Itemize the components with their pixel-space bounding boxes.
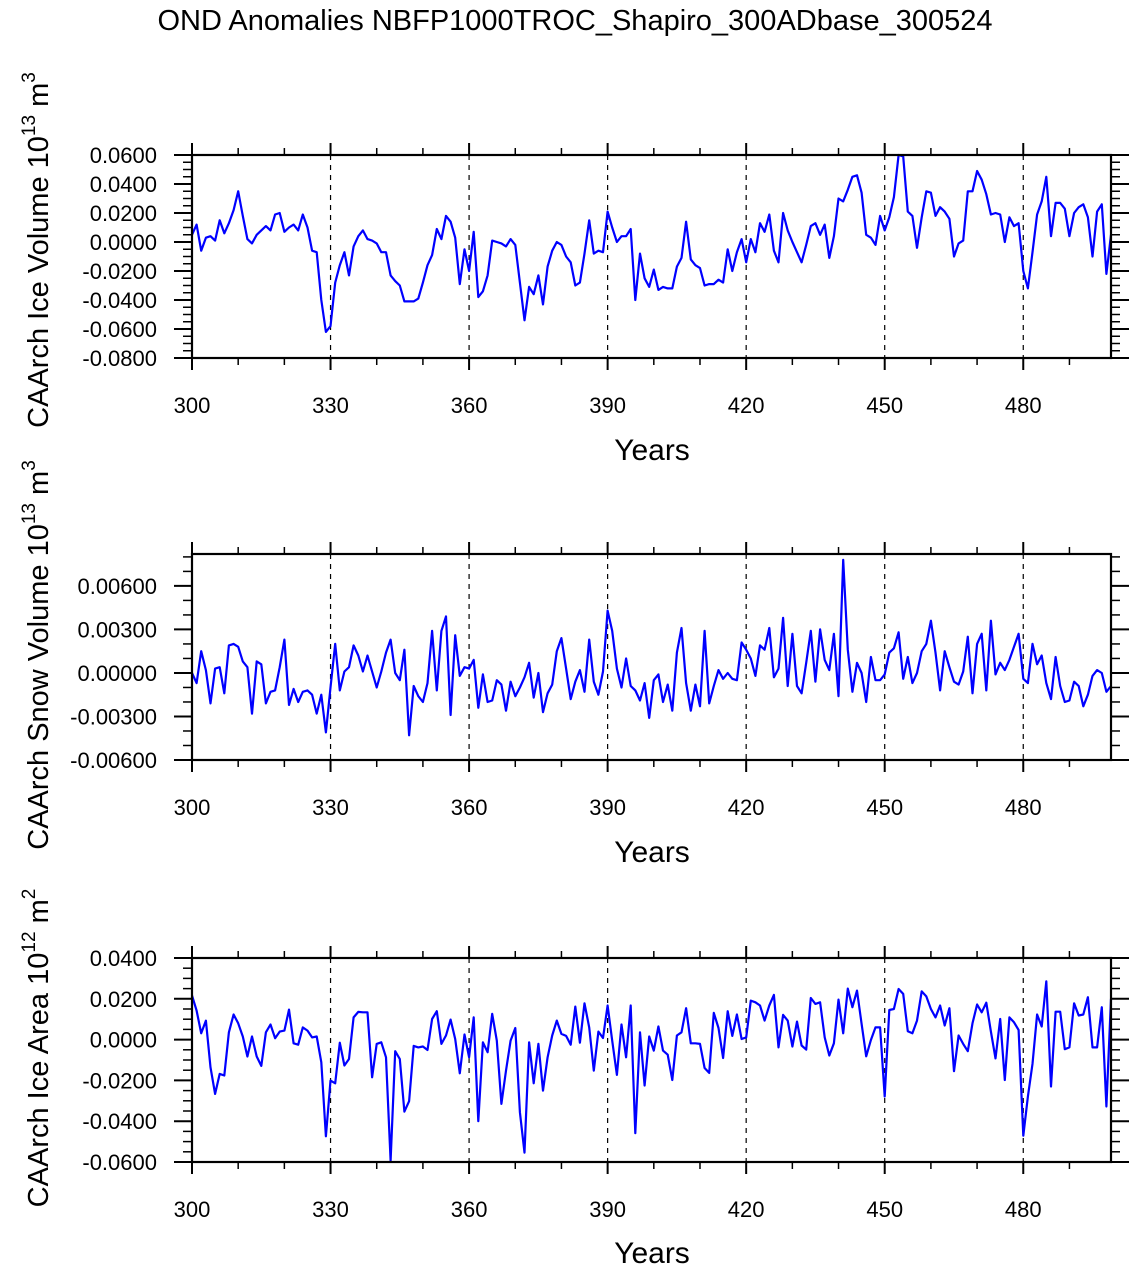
x-tick-label: 450 bbox=[866, 795, 903, 820]
y-tick-label: 0.0200 bbox=[90, 987, 157, 1012]
x-tick-label: 360 bbox=[451, 795, 488, 820]
x-tick-label: 300 bbox=[174, 795, 211, 820]
y-axis-label: CAArch Snow Volume 1013 m3 bbox=[19, 460, 55, 850]
x-axis-label: Years bbox=[614, 434, 690, 467]
y-tick-label: -0.0600 bbox=[82, 1150, 157, 1175]
x-tick-label: 300 bbox=[174, 1197, 211, 1222]
x-tick-label: 480 bbox=[1005, 393, 1042, 418]
y-axis-label-text: CAArch Ice Volume 10 bbox=[23, 136, 55, 428]
y-axis-label-unit-exponent: 2 bbox=[19, 889, 40, 900]
plot-frame bbox=[190, 956, 1113, 1164]
y-tick-label: 0.0600 bbox=[90, 143, 157, 168]
y-tick-label: 0.00000 bbox=[77, 661, 157, 686]
y-tick-label: 0.0000 bbox=[90, 1028, 157, 1053]
y-tick-label: 0.0000 bbox=[90, 230, 157, 255]
y-axis-label-unit-exponent: 3 bbox=[19, 72, 40, 83]
y-axis-label-exponent: 13 bbox=[19, 503, 40, 524]
x-tick-label: 480 bbox=[1005, 1197, 1042, 1222]
x-axis-label: Years bbox=[614, 836, 690, 869]
x-tick-label: 390 bbox=[589, 1197, 626, 1222]
y-tick-label: -0.0200 bbox=[82, 259, 157, 284]
y-axis-label-exponent: 12 bbox=[19, 931, 40, 952]
x-tick-label: 330 bbox=[312, 1197, 349, 1222]
panel-2: 0.00600 0.00300 0.00000 -0.00300 -0.00600 300… bbox=[19, 460, 1129, 869]
x-tick-label: 300 bbox=[174, 393, 211, 418]
x-axis-label: Years bbox=[614, 1237, 690, 1270]
y-axis-label: CAArch Ice Volume 1013 m3 bbox=[19, 72, 55, 428]
x-tick-label: 480 bbox=[1005, 795, 1042, 820]
x-tick-label: 420 bbox=[728, 1197, 765, 1222]
y-axis-label: CAArch Ice Area 1012 m2 bbox=[19, 889, 55, 1208]
x-tick-label: 360 bbox=[451, 1197, 488, 1222]
data-series-line bbox=[190, 980, 1113, 1162]
x-tick-label: 390 bbox=[589, 795, 626, 820]
x-tick-label: 390 bbox=[589, 393, 626, 418]
y-tick-label: -0.0400 bbox=[82, 288, 157, 313]
y-tick-label: -0.00300 bbox=[70, 704, 157, 729]
y-tick-label: -0.0800 bbox=[82, 346, 157, 371]
y-axis-label-text: CAArch Snow Volume 10 bbox=[23, 524, 55, 850]
y-tick-label: -0.0600 bbox=[82, 317, 157, 342]
y-axis-label-unit: m bbox=[23, 899, 55, 931]
chart-title: OND Anomalies NBFP1000TROC_Shapiro_300AD… bbox=[157, 5, 992, 37]
y-axis-label-unit: m bbox=[23, 471, 55, 503]
plot-frame bbox=[190, 552, 1113, 762]
y-tick-label: -0.00600 bbox=[70, 748, 157, 773]
panel-1: 0.0600 0.0400 0.0200 0.0000 -0.0200 -0.0400 -0… bbox=[19, 72, 1129, 467]
y-axis-label-unit-exponent: 3 bbox=[19, 460, 40, 471]
y-tick-label: 0.00300 bbox=[77, 617, 157, 642]
plot-frame bbox=[190, 153, 1113, 360]
x-tick-label: 360 bbox=[451, 393, 488, 418]
data-series-line bbox=[190, 153, 1113, 333]
y-tick-label: -0.0200 bbox=[82, 1068, 157, 1093]
y-tick-label: 0.0200 bbox=[90, 201, 157, 226]
y-axis-label-exponent: 13 bbox=[19, 115, 40, 136]
y-tick-label: -0.0400 bbox=[82, 1109, 157, 1134]
panel-3: 0.0400 0.0200 0.0000 -0.0200 -0.0400 -0.0600 3… bbox=[19, 889, 1129, 1270]
x-tick-label: 450 bbox=[866, 393, 903, 418]
y-tick-label: 0.0400 bbox=[90, 172, 157, 197]
y-axis-label-unit: m bbox=[23, 83, 55, 115]
y-tick-label: 0.0400 bbox=[90, 946, 157, 971]
data-series-line bbox=[190, 558, 1112, 737]
x-tick-label: 330 bbox=[312, 795, 349, 820]
x-tick-label: 330 bbox=[312, 393, 349, 418]
y-tick-label: 0.00600 bbox=[77, 574, 157, 599]
x-tick-label: 420 bbox=[728, 393, 765, 418]
y-axis-label-text: CAArch Ice Area 10 bbox=[23, 953, 55, 1208]
x-tick-label: 420 bbox=[728, 795, 765, 820]
x-tick-label: 450 bbox=[866, 1197, 903, 1222]
